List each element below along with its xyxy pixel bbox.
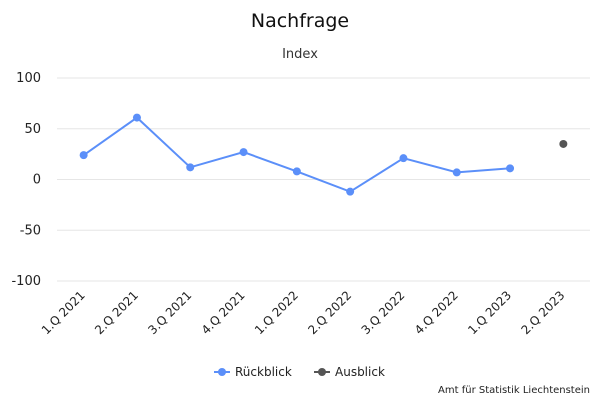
y-axis-tick-labels: 100 50 0 -50 -100 — [11, 71, 41, 289]
x-tick-label: 2.Q 2022 — [305, 288, 354, 337]
y-tick-label: 50 — [24, 122, 41, 137]
data-point[interactable] — [399, 154, 408, 163]
x-tick-label: 2.Q 2021 — [92, 288, 141, 337]
legend-label: Rückblick — [235, 365, 292, 379]
data-point[interactable] — [186, 163, 195, 172]
data-point[interactable] — [79, 151, 88, 160]
x-tick-label: 4.Q 2022 — [412, 288, 461, 337]
chart-subtitle: Index — [282, 47, 318, 62]
data-point[interactable] — [346, 187, 355, 196]
legend-label: Ausblick — [335, 365, 385, 379]
data-point[interactable] — [292, 167, 301, 176]
legend-item[interactable]: Rückblick — [214, 365, 292, 379]
legend-item[interactable]: Ausblick — [314, 365, 385, 379]
data-point[interactable] — [452, 168, 461, 177]
series-layer — [79, 113, 568, 196]
x-tick-label: 3.Q 2021 — [145, 288, 194, 337]
x-tick-label: 1.Q 2022 — [252, 288, 301, 337]
y-tick-label: -50 — [20, 223, 41, 238]
x-tick-label: 4.Q 2021 — [199, 288, 248, 337]
x-axis-tick-labels: 1.Q 2021 2.Q 2021 3.Q 2021 4.Q 2021 1.Q 2022… — [39, 288, 568, 337]
legend-marker — [318, 368, 326, 376]
chart-credit: Amt für Statistik Liechtenstein — [438, 385, 590, 396]
data-point[interactable] — [132, 113, 141, 122]
data-point[interactable] — [559, 139, 568, 148]
y-tick-label: 0 — [33, 173, 41, 188]
x-tick-label: 1.Q 2021 — [39, 288, 88, 337]
series-1 — [79, 113, 515, 196]
series-2 — [559, 139, 568, 148]
x-tick-label: 2.Q 2023 — [519, 288, 568, 337]
y-tick-label: -100 — [11, 274, 41, 289]
data-point[interactable] — [239, 148, 248, 157]
legend-marker — [218, 368, 226, 376]
y-tick-label: 100 — [16, 71, 41, 86]
grid-lines — [57, 77, 590, 282]
chart-title: Nachfrage — [251, 10, 349, 32]
x-tick-label: 3.Q 2022 — [359, 288, 408, 337]
data-point[interactable] — [506, 164, 515, 173]
x-tick-label: 1.Q 2023 — [465, 288, 514, 337]
legend: Rückblick Ausblick — [214, 365, 385, 379]
